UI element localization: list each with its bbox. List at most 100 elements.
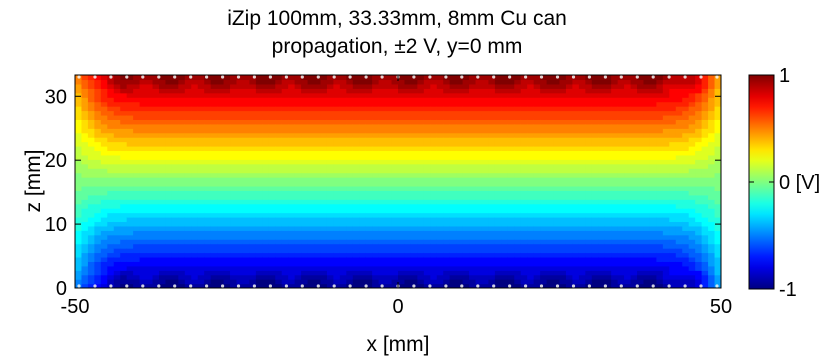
heatmap-cell — [488, 270, 496, 276]
heatmap-cell — [540, 261, 548, 267]
heatmap-cell — [475, 225, 483, 231]
heatmap-cell — [242, 221, 251, 227]
heatmap-cell — [372, 181, 380, 187]
heatmap-cell — [281, 163, 289, 169]
heatmap-cell — [430, 203, 438, 209]
heatmap-cell — [339, 212, 347, 218]
heatmap-cell — [604, 132, 612, 138]
heatmap-cell — [339, 252, 347, 258]
heatmap-cell — [695, 212, 703, 218]
heatmap-cell — [204, 114, 212, 120]
heatmap-cell — [475, 221, 483, 227]
heatmap-cell — [359, 230, 367, 236]
heatmap-cell — [165, 261, 173, 267]
heatmap-cell — [365, 168, 373, 174]
heatmap-cell — [171, 137, 179, 143]
heatmap-cell — [372, 168, 380, 174]
heatmap-cell — [546, 208, 554, 214]
heatmap-cell — [100, 159, 108, 165]
heatmap-cell — [398, 274, 406, 280]
heatmap-cell — [533, 212, 541, 218]
heatmap-cell — [75, 203, 83, 209]
heatmap-cell — [249, 265, 257, 271]
heatmap-cell — [701, 217, 709, 223]
heatmap-cell — [462, 203, 470, 209]
heatmap-cell — [352, 234, 360, 240]
heatmap-cell — [565, 274, 574, 280]
heatmap-cell — [559, 177, 567, 183]
heatmap-cell — [133, 283, 141, 288]
heatmap-cell — [559, 185, 567, 191]
top-electrode-dot — [412, 75, 416, 79]
heatmap-cell — [249, 270, 257, 276]
heatmap-cell — [656, 132, 664, 138]
heatmap-cell — [281, 199, 289, 205]
heatmap-cell — [223, 181, 231, 187]
heatmap-cell — [520, 265, 528, 271]
heatmap-cell — [217, 194, 225, 200]
heatmap-cell — [120, 150, 128, 156]
heatmap-cell — [469, 128, 477, 134]
heatmap-cell — [682, 185, 690, 191]
heatmap-cell — [649, 234, 657, 240]
heatmap-cell — [87, 79, 95, 85]
heatmap-cell — [288, 252, 296, 258]
heatmap-cell — [630, 141, 638, 147]
heatmap-cell — [494, 243, 502, 249]
heatmap-cell — [475, 141, 483, 147]
heatmap-cell — [217, 128, 225, 134]
heatmap-cell — [326, 212, 334, 218]
heatmap-cell — [146, 168, 154, 174]
heatmap-cell — [87, 212, 95, 218]
heatmap-cell — [630, 119, 638, 125]
heatmap-cell — [339, 177, 347, 183]
heatmap-cell — [449, 256, 457, 262]
heatmap-cell — [307, 265, 315, 271]
heatmap-cell — [540, 150, 548, 156]
heatmap-cell — [494, 261, 502, 267]
heatmap-cell — [662, 146, 670, 152]
heatmap-cell — [210, 265, 218, 271]
heatmap-cell — [643, 150, 651, 156]
heatmap-cell — [255, 75, 263, 81]
heatmap-cell — [339, 154, 347, 160]
heatmap-cell — [624, 208, 632, 214]
heatmap-cell — [501, 172, 509, 178]
heatmap-cell — [294, 279, 302, 285]
heatmap-cell — [501, 83, 509, 89]
heatmap-cell — [669, 274, 677, 280]
heatmap-cell — [546, 256, 554, 262]
heatmap-cell — [320, 283, 328, 288]
heatmap-cell — [139, 154, 147, 160]
heatmap-cell — [346, 168, 354, 174]
heatmap-cell — [197, 141, 205, 147]
heatmap-cell — [553, 203, 561, 209]
heatmap-cell — [236, 252, 244, 258]
heatmap-cell — [178, 159, 186, 165]
heatmap-cell — [520, 163, 528, 169]
heatmap-cell — [314, 230, 322, 236]
heatmap-cell — [171, 248, 179, 254]
heatmap-cell — [359, 203, 367, 209]
heatmap-cell — [197, 261, 205, 267]
heatmap-cell — [404, 172, 412, 178]
heatmap-cell — [585, 261, 593, 267]
heatmap-cell — [249, 137, 257, 143]
heatmap-cell — [533, 283, 541, 288]
heatmap-cell — [133, 92, 141, 98]
heatmap-cell — [501, 265, 509, 271]
heatmap-cell — [385, 270, 393, 276]
heatmap-cell — [94, 146, 102, 152]
heatmap-cell — [546, 159, 554, 165]
heatmap-cell — [598, 177, 606, 183]
heatmap-cell — [120, 119, 128, 125]
heatmap-cell — [410, 221, 418, 227]
heatmap-cell — [281, 252, 289, 258]
heatmap-cell — [178, 208, 186, 214]
heatmap-cell — [488, 212, 496, 218]
heatmap-cell — [307, 261, 315, 267]
heatmap-cell — [494, 128, 502, 134]
heatmap-cell — [165, 279, 173, 285]
heatmap-cell — [701, 75, 709, 81]
heatmap-cell — [585, 119, 593, 125]
